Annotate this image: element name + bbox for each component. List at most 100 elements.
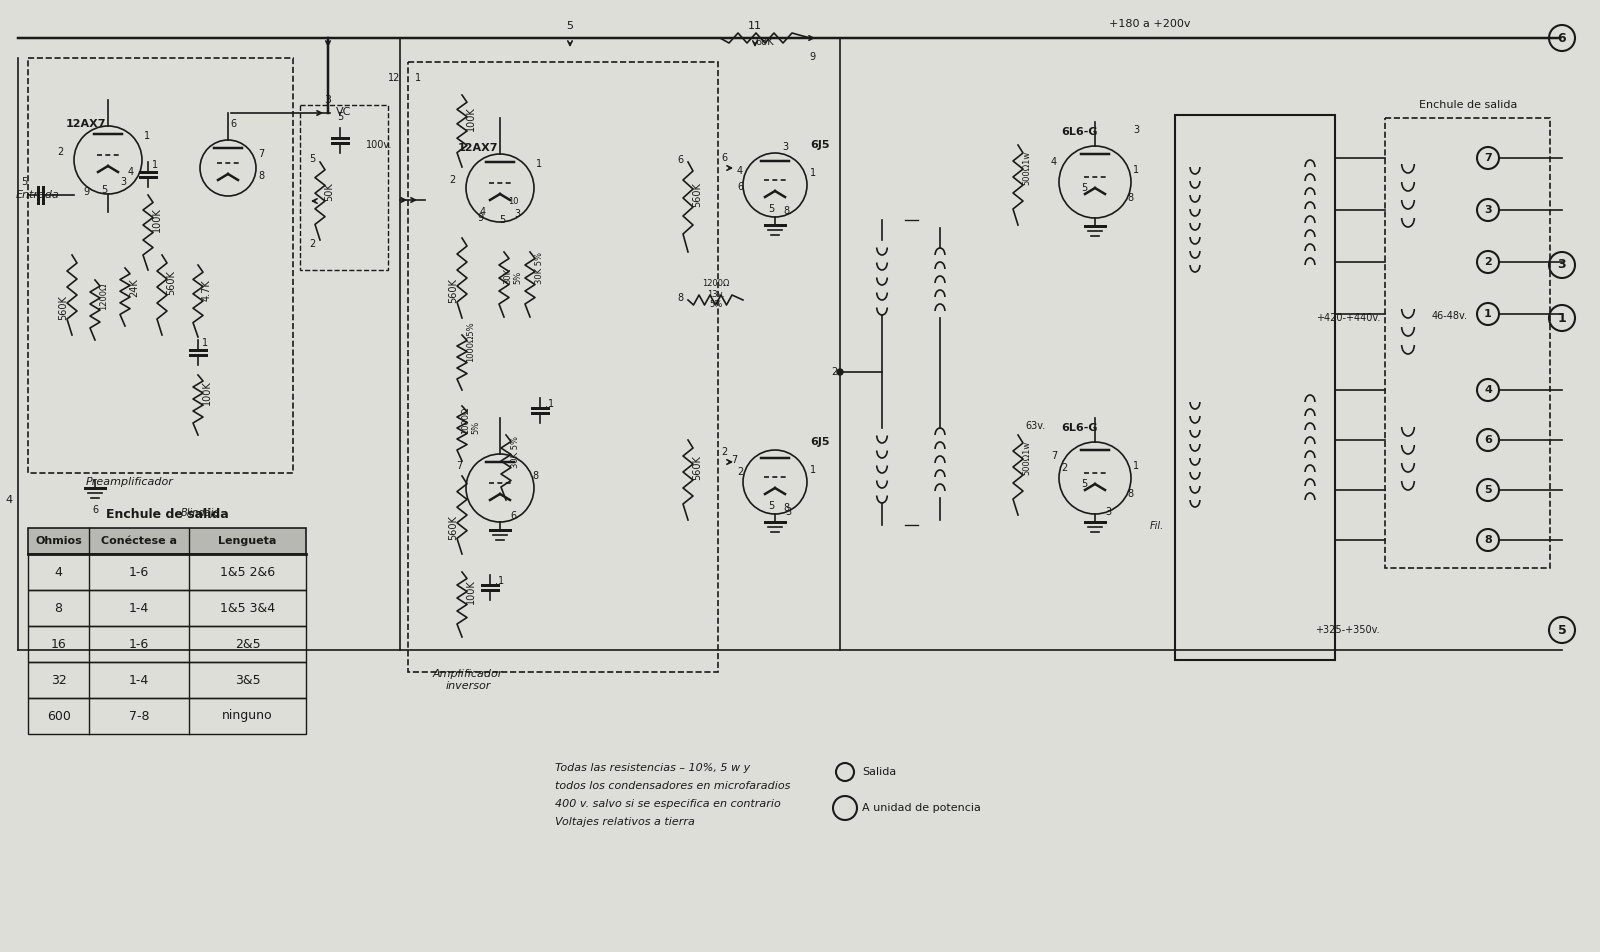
Text: 7-8: 7-8 <box>130 709 149 723</box>
Text: 4: 4 <box>6 495 13 505</box>
Text: 1000Ω
5%: 1000Ω 5% <box>461 407 480 433</box>
Text: 3&5: 3&5 <box>235 673 261 686</box>
Text: 1200Ω: 1200Ω <box>99 283 109 310</box>
Text: 46-48v.: 46-48v. <box>1432 311 1469 321</box>
Text: 11: 11 <box>749 21 762 31</box>
Text: 30K
5%: 30K 5% <box>504 268 523 285</box>
Text: 6J5: 6J5 <box>810 437 829 447</box>
Text: +420-+440v.: +420-+440v. <box>1315 313 1379 323</box>
Text: 7: 7 <box>456 461 462 471</box>
Text: 3: 3 <box>120 177 126 187</box>
Bar <box>29 662 306 698</box>
Text: 3: 3 <box>325 95 331 105</box>
Text: 1: 1 <box>1133 165 1139 175</box>
Text: 8: 8 <box>54 602 62 614</box>
Text: 560K: 560K <box>58 295 67 320</box>
Text: 6: 6 <box>230 119 237 129</box>
Text: 5: 5 <box>21 177 27 187</box>
Text: 400 v. salvo si se especifica en contrario: 400 v. salvo si se especifica en contrar… <box>555 799 781 809</box>
Text: 560K: 560K <box>448 515 458 540</box>
Bar <box>29 590 306 626</box>
Text: 1-6: 1-6 <box>130 565 149 579</box>
Text: 7: 7 <box>1485 153 1491 163</box>
Text: 5: 5 <box>1080 479 1086 489</box>
Text: 4: 4 <box>128 167 134 177</box>
Text: 50K: 50K <box>323 182 334 201</box>
Text: 6L6-G: 6L6-G <box>1062 423 1098 433</box>
Text: 8: 8 <box>1126 489 1133 499</box>
Text: VC: VC <box>336 107 352 117</box>
Text: Voltajes relativos a tierra: Voltajes relativos a tierra <box>555 817 694 827</box>
Text: Enchule de salida: Enchule de salida <box>106 507 229 521</box>
Text: 8: 8 <box>531 471 538 481</box>
Text: 3: 3 <box>782 142 789 152</box>
Text: 7: 7 <box>258 149 264 159</box>
Text: 16: 16 <box>51 638 67 650</box>
Text: 5: 5 <box>1558 624 1566 637</box>
Text: 2: 2 <box>58 147 64 157</box>
Text: 2: 2 <box>722 447 726 457</box>
Text: 4: 4 <box>480 207 486 217</box>
Text: 1: 1 <box>810 465 816 475</box>
Text: 5: 5 <box>309 154 315 164</box>
Text: 100K: 100K <box>152 208 162 232</box>
Text: 2&5: 2&5 <box>235 638 261 650</box>
Text: 2: 2 <box>736 467 742 477</box>
Text: 100K: 100K <box>466 107 477 131</box>
Text: 100K: 100K <box>202 380 211 405</box>
Text: 1: 1 <box>414 73 421 83</box>
Text: 6L6-G: 6L6-G <box>1062 127 1098 137</box>
Text: 2: 2 <box>450 175 456 185</box>
Text: 24K: 24K <box>130 278 139 297</box>
Text: Amplificador
inversor: Amplificador inversor <box>434 669 502 691</box>
Text: 2: 2 <box>832 367 838 377</box>
Text: 5: 5 <box>768 204 774 214</box>
Text: 1: 1 <box>202 338 208 348</box>
Text: 5: 5 <box>101 185 107 195</box>
Text: 1: 1 <box>1133 461 1139 471</box>
Text: 6: 6 <box>510 511 517 521</box>
Text: 500Ω1w: 500Ω1w <box>1022 441 1032 475</box>
Text: 1200Ω
13v.
5%: 1200Ω 13v. 5% <box>702 279 730 309</box>
Text: 8: 8 <box>1126 193 1133 203</box>
Text: 560K: 560K <box>448 278 458 303</box>
Text: Salida: Salida <box>862 767 896 777</box>
Text: 1000Ω5%: 1000Ω5% <box>467 322 475 363</box>
Text: 3: 3 <box>1106 507 1110 517</box>
Text: 3: 3 <box>786 507 790 517</box>
Text: 1&5 2&6: 1&5 2&6 <box>221 565 275 579</box>
Text: 4: 4 <box>1051 157 1058 167</box>
Text: 100K: 100K <box>466 580 477 605</box>
Text: 8: 8 <box>1485 535 1491 545</box>
Text: 68K: 68K <box>755 37 774 47</box>
Text: 9: 9 <box>83 187 90 197</box>
Text: 5: 5 <box>1080 183 1086 193</box>
Text: 2: 2 <box>1061 463 1067 473</box>
Text: 2: 2 <box>1485 257 1491 267</box>
Text: 8: 8 <box>782 503 789 513</box>
Bar <box>29 698 306 734</box>
Bar <box>1386 118 1550 568</box>
Text: 6: 6 <box>91 505 98 515</box>
Text: 6: 6 <box>722 153 726 163</box>
Text: 7: 7 <box>1051 451 1058 461</box>
Text: 5: 5 <box>566 21 573 31</box>
Text: 560K: 560K <box>691 182 702 207</box>
Text: 12AX7: 12AX7 <box>66 119 107 129</box>
Bar <box>29 554 306 590</box>
Text: 3: 3 <box>1133 125 1139 135</box>
Text: 6: 6 <box>1558 31 1566 45</box>
Text: 8: 8 <box>258 171 264 181</box>
Text: Todas las resistencias – 10%, 5 w y: Todas las resistencias – 10%, 5 w y <box>555 763 750 773</box>
Text: Lengueta: Lengueta <box>219 536 277 546</box>
Text: 1-4: 1-4 <box>130 673 149 686</box>
Circle shape <box>837 369 843 375</box>
Bar <box>29 58 293 473</box>
Text: 1-6: 1-6 <box>130 638 149 650</box>
Bar <box>29 626 306 662</box>
Text: 560K: 560K <box>691 455 702 480</box>
Text: 8: 8 <box>678 293 685 303</box>
Bar <box>301 105 387 270</box>
Text: todos los condensadores en microfaradios: todos los condensadores en microfaradios <box>555 781 790 791</box>
Text: 600: 600 <box>46 709 70 723</box>
